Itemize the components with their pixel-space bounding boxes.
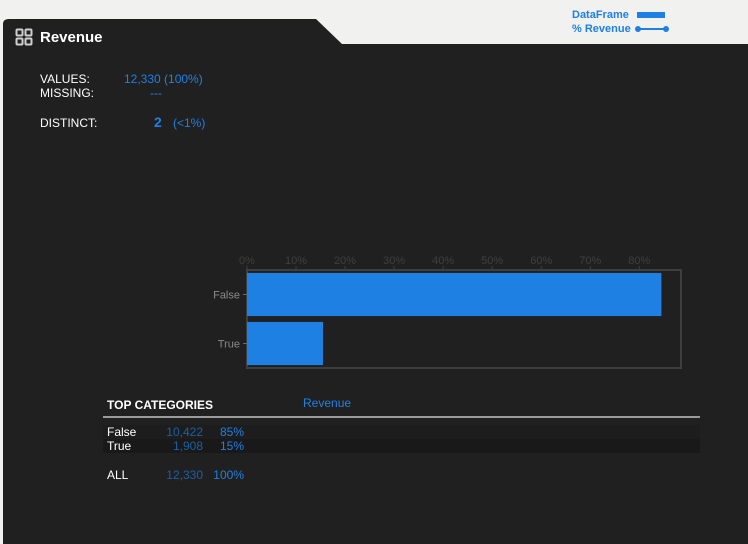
top-categories-header: TOP CATEGORIES: [107, 398, 214, 412]
legend-revenue-label: % Revenue: [572, 23, 631, 35]
table-row-percent: 85%: [219, 425, 244, 439]
x-tick-label: 50%: [481, 255, 503, 267]
x-tick-label: 30%: [383, 255, 405, 267]
table-row-percent: 15%: [219, 439, 244, 453]
table-row-count: 10,422: [166, 425, 203, 439]
table-row-band: [103, 439, 700, 453]
distinct-percent: (<1%): [173, 116, 206, 130]
page-title: Revenue: [40, 28, 103, 46]
x-tick-label: 70%: [579, 255, 601, 267]
x-tick-label: 20%: [334, 255, 356, 267]
values-value: 12,330 (100%): [124, 72, 203, 86]
x-tick-label: 10%: [285, 255, 307, 267]
x-tick-label: 60%: [530, 255, 552, 267]
x-tick-label: 80%: [628, 255, 650, 267]
table-row-category: True: [107, 439, 132, 453]
table-row-band: [103, 425, 700, 439]
table-divider: [103, 416, 700, 418]
legend: DataFrame % Revenue: [572, 8, 669, 36]
table-total-category: ALL: [107, 468, 129, 482]
variable-title: Revenue: [15, 28, 103, 46]
x-tick-label: 0%: [239, 255, 255, 267]
legend-line-swatch: [634, 26, 669, 32]
bar: [247, 321, 324, 366]
plot-frame: [246, 269, 682, 369]
missing-label: MISSING:: [40, 86, 95, 100]
legend-dataframe-label: DataFrame: [572, 9, 629, 21]
bar: [247, 272, 662, 317]
legend-revenue: % Revenue: [572, 22, 669, 36]
table-total-count: 12,330: [166, 468, 203, 482]
missing-value: ---: [150, 86, 162, 100]
table-row-count: 1,908: [172, 439, 203, 453]
table-row-category: False: [107, 425, 137, 439]
x-tick-label: 40%: [432, 255, 454, 267]
distinct-count: 2: [154, 114, 162, 130]
y-tick-label: True: [218, 339, 240, 351]
table-total-percent: 100%: [213, 468, 244, 482]
legend-bar-swatch: [636, 12, 665, 18]
values-label: VALUES:: [40, 72, 90, 86]
y-tick-label: False: [213, 290, 240, 302]
categorical-grid-icon: [15, 28, 33, 46]
top-categories-column-label: Revenue: [303, 396, 352, 410]
distinct-label: DISTINCT:: [40, 116, 98, 130]
legend-dataframe: DataFrame: [572, 8, 669, 22]
